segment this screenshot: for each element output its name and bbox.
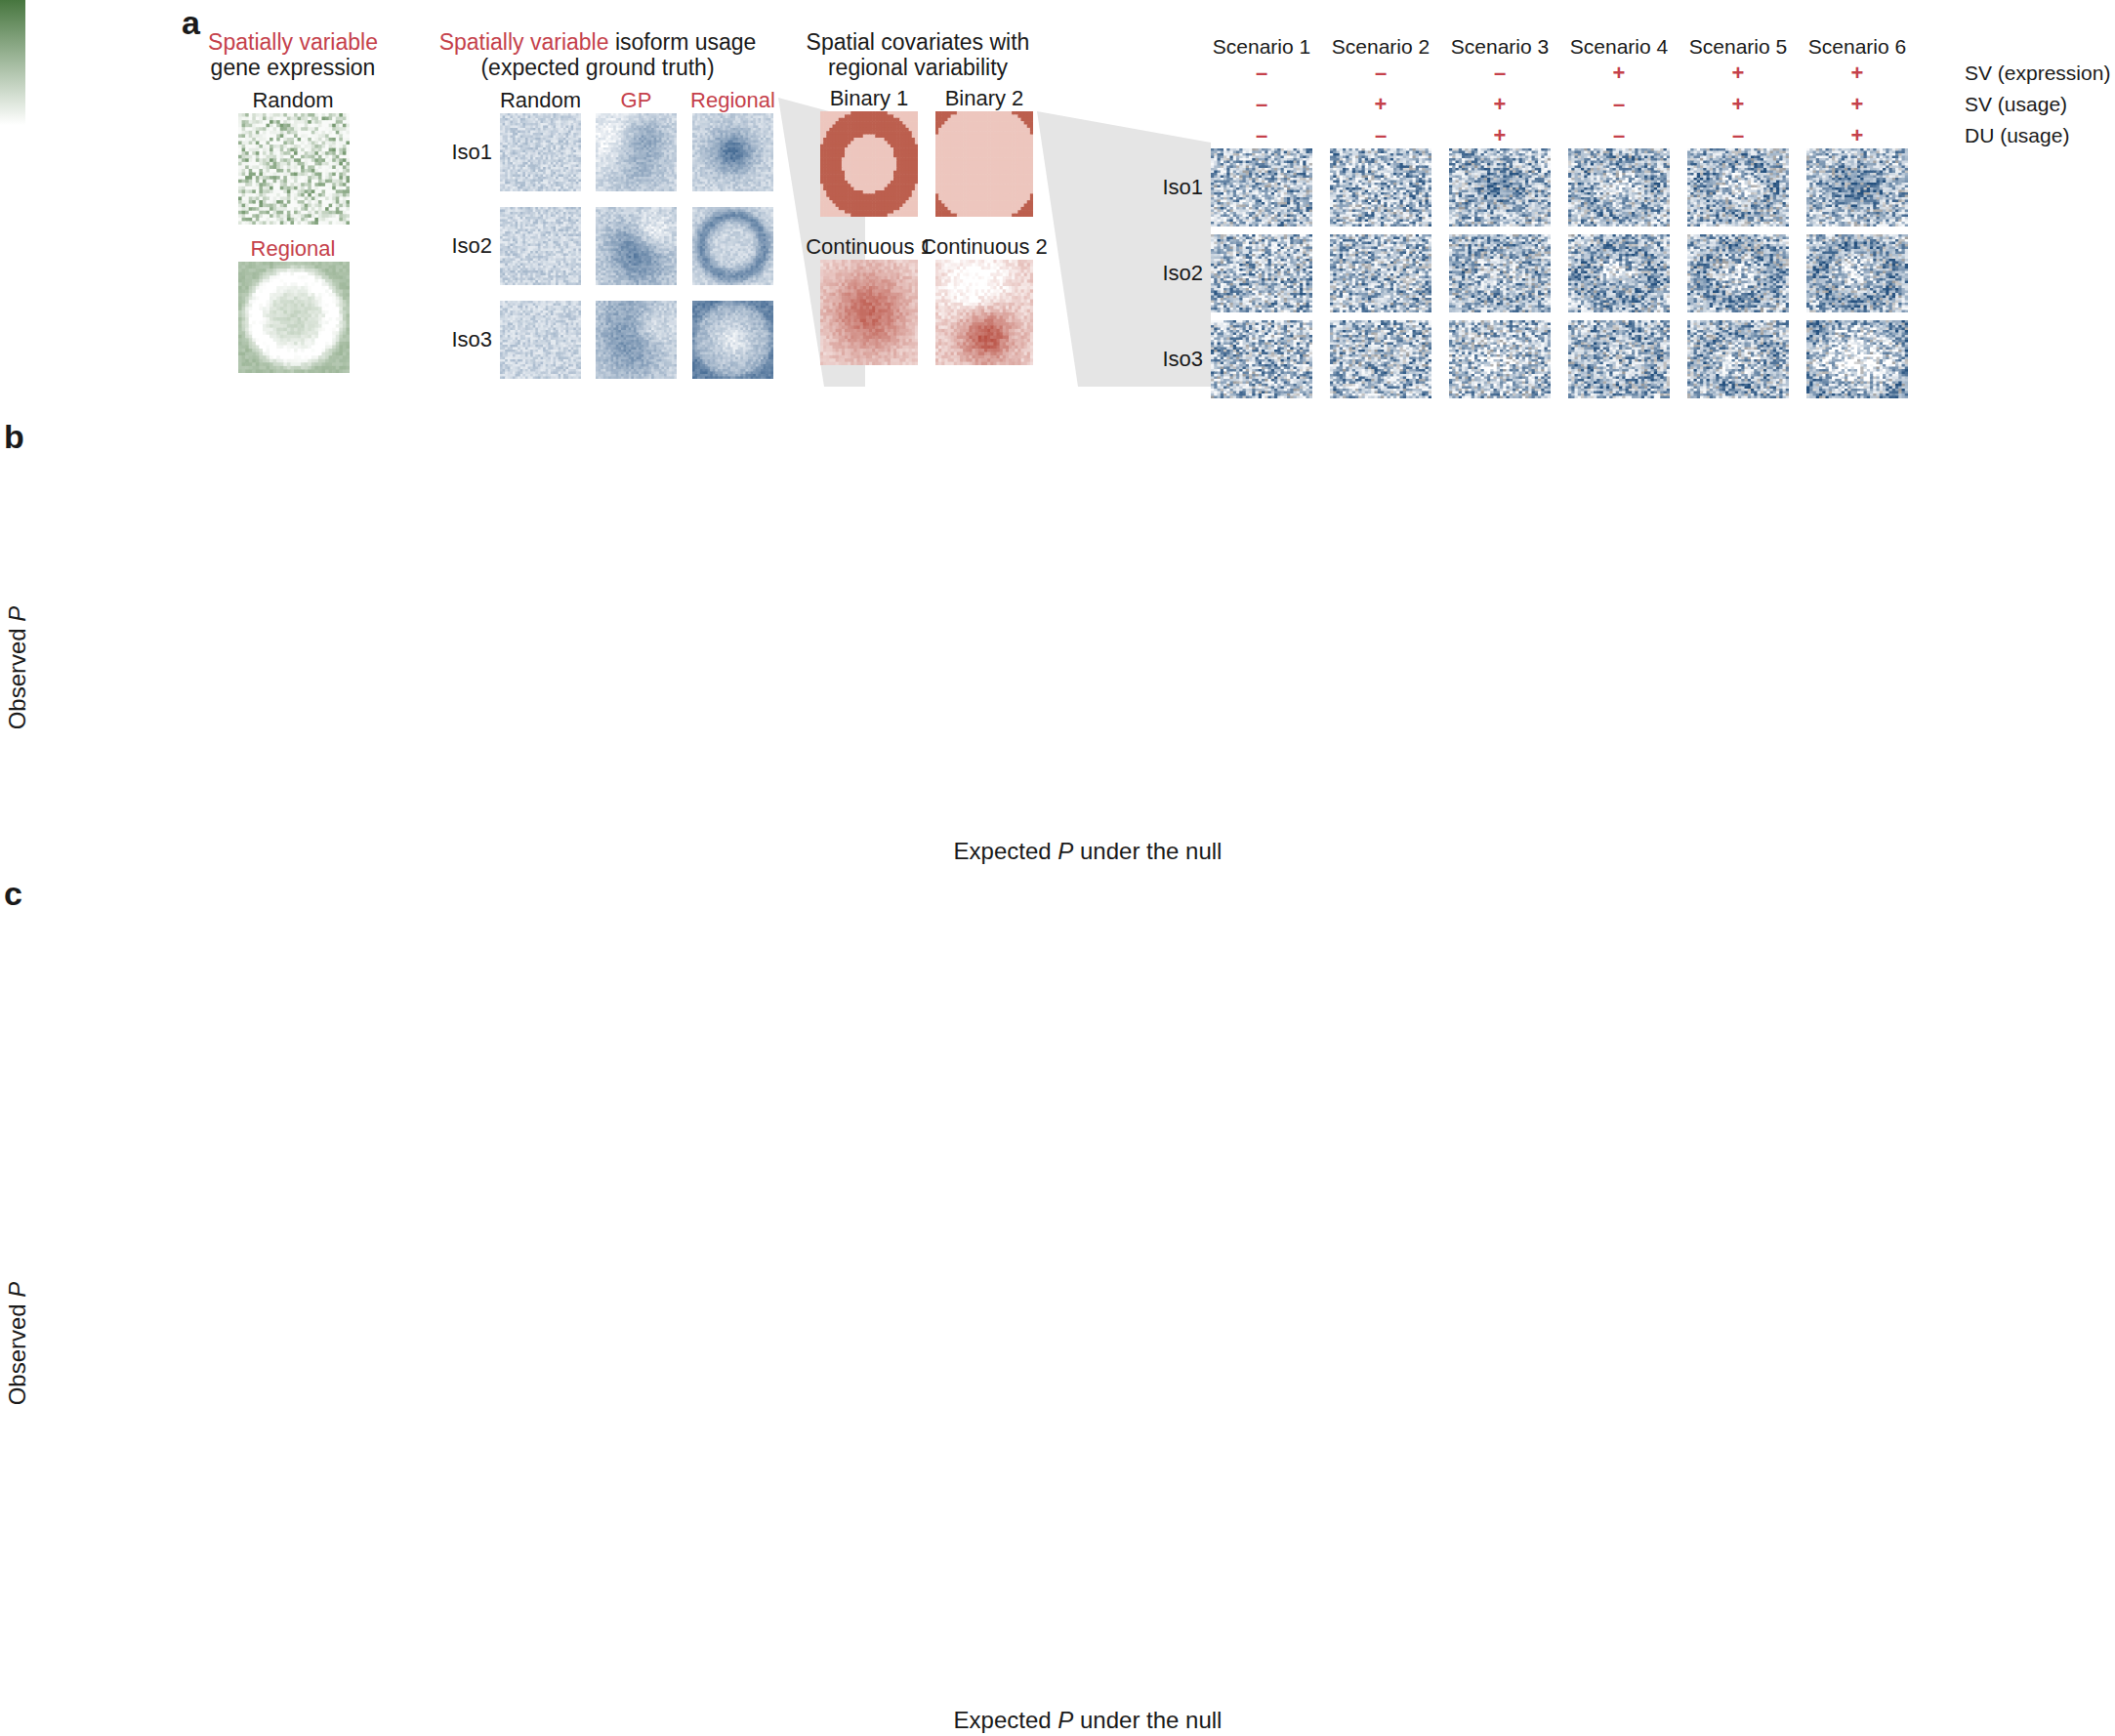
heatmap-s1-iso3 [1211,320,1312,398]
sign-row-label-1: SV (usage) [1965,93,2067,116]
heatmap-s5-iso3 [1687,320,1789,398]
iso-row-label-0: Iso1 [451,140,492,165]
sign-row-label-2: DU (usage) [1965,124,2069,147]
heatmap-s6-iso1 [1806,148,1908,227]
sign-1-4: + [1732,92,1745,117]
iso-col-label-1: GP [621,88,652,113]
sign-1-1: + [1375,92,1388,117]
sign-0-1: – [1375,61,1387,86]
scenario-col-label-1: Scenario 2 [1332,35,1430,59]
heatmap-s6-iso3 [1806,320,1908,398]
sign-0-2: – [1494,61,1506,86]
heatmap-iso1-regional [692,113,773,191]
sign-2-1: – [1375,123,1387,148]
gene-map-label-1: Regional [251,236,336,262]
sign-2-5: + [1851,123,1864,148]
heatmap-s2-iso2 [1330,234,1431,312]
heatmap-iso3-random [500,301,581,379]
heatmap-iso1-random [500,113,581,191]
sign-1-0: – [1256,92,1267,117]
heatmap-s3-iso1 [1449,148,1551,227]
cov-map-label-3: Continuous 2 [921,234,1048,260]
heatmap-binary2 [935,111,1033,217]
scenario-col-label-4: Scenario 5 [1689,35,1787,59]
heatmap-gene-random [238,113,350,225]
heatmap-s4-iso3 [1568,320,1670,398]
heatmap-s5-iso2 [1687,234,1789,312]
heatmap-s5-iso1 [1687,148,1789,227]
panel-c-ylabel: Observed P [4,1282,31,1406]
heatmap-s4-iso1 [1568,148,1670,227]
cov-map-label-0: Binary 1 [830,86,909,111]
panel-b-xlabel: Expected P under the null [954,838,1223,865]
scen-row-label-0: Iso1 [1162,175,1203,200]
sign-2-0: – [1256,123,1267,148]
sign-1-5: + [1851,92,1864,117]
scen-row-label-1: Iso2 [1162,261,1203,286]
cov-map-label-2: Continuous 1 [806,234,933,260]
scenario-col-label-3: Scenario 4 [1570,35,1668,59]
panel-b-ylabel: Observed P [4,606,31,730]
heatmap-continuous2 [935,260,1033,365]
heatmap-iso1-gp [596,113,677,191]
iso-col-label-2: Regional [690,88,775,113]
sign-1-3: – [1613,92,1625,117]
heatmap-iso3-regional [692,301,773,379]
sign-1-2: + [1494,92,1507,117]
iso-col-label-0: Random [500,88,581,113]
heatmap-iso2-random [500,207,581,285]
heatmap-binary1 [820,111,918,217]
heatmap-s4-iso2 [1568,234,1670,312]
sign-0-0: – [1256,61,1267,86]
heatmap-s1-iso1 [1211,148,1312,227]
heatmap-iso2-gp [596,207,677,285]
cov-map-label-1: Binary 2 [945,86,1024,111]
heatmap-gene-regional [238,262,350,373]
heatmap-s2-iso3 [1330,320,1431,398]
sign-2-2: + [1494,123,1507,148]
heatmap-s3-iso2 [1449,234,1551,312]
scen-row-label-2: Iso3 [1162,347,1203,372]
gene-map-label-0: Random [252,88,333,113]
iso-row-label-2: Iso3 [451,327,492,352]
panel-c-label: c [4,875,22,913]
sign-row-label-0: SV (expression) [1965,62,2110,85]
heatmap-s1-iso2 [1211,234,1312,312]
scenario-col-label-2: Scenario 3 [1451,35,1549,59]
sign-2-4: – [1732,123,1744,148]
heatmap-s2-iso1 [1330,148,1431,227]
heatmap-iso3-gp [596,301,677,379]
panel-b-label: b [4,418,24,456]
iso-row-label-1: Iso2 [451,233,492,259]
figure: a b c Spatially variable gene expression… [0,0,2115,1736]
heatmap-s6-iso2 [1806,234,1908,312]
sign-0-4: + [1732,61,1745,86]
scenario-col-label-0: Scenario 1 [1213,35,1310,59]
panel-c-xlabel: Expected P under the null [954,1707,1223,1734]
sign-0-3: + [1613,61,1626,86]
heatmap-s3-iso3 [1449,320,1551,398]
sign-2-3: – [1613,123,1625,148]
sign-0-5: + [1851,61,1864,86]
heatmap-continuous1 [820,260,918,365]
heatmap-iso2-regional [692,207,773,285]
scenario-col-label-5: Scenario 6 [1808,35,1906,59]
